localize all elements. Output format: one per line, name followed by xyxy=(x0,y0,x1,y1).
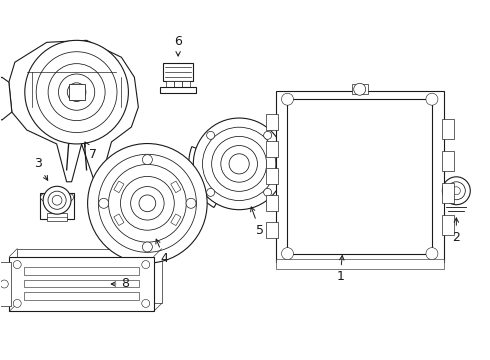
Circle shape xyxy=(13,300,21,307)
Circle shape xyxy=(282,248,294,260)
Bar xyxy=(24,266,139,275)
Circle shape xyxy=(282,93,294,105)
Circle shape xyxy=(143,155,152,165)
Text: 2: 2 xyxy=(452,218,460,244)
Circle shape xyxy=(0,280,8,288)
Bar xyxy=(442,215,454,235)
Circle shape xyxy=(108,165,186,242)
Circle shape xyxy=(131,186,164,220)
Circle shape xyxy=(43,186,71,214)
Text: 4: 4 xyxy=(156,239,169,265)
Bar xyxy=(442,183,454,203)
Circle shape xyxy=(36,52,117,132)
Circle shape xyxy=(142,300,150,307)
Circle shape xyxy=(13,261,21,269)
Bar xyxy=(266,168,277,184)
Circle shape xyxy=(143,242,152,252)
Bar xyxy=(17,249,162,303)
Circle shape xyxy=(207,131,215,139)
Text: 5: 5 xyxy=(250,207,264,237)
Wedge shape xyxy=(189,147,219,207)
Bar xyxy=(275,258,444,269)
Bar xyxy=(266,114,277,130)
Bar xyxy=(114,181,124,193)
Bar xyxy=(9,257,154,311)
Circle shape xyxy=(186,198,196,208)
Text: 8: 8 xyxy=(111,278,129,291)
Bar xyxy=(174,81,182,89)
Circle shape xyxy=(99,198,109,208)
Circle shape xyxy=(98,154,196,252)
Circle shape xyxy=(442,177,470,205)
Bar xyxy=(352,84,368,94)
Circle shape xyxy=(41,194,48,201)
Bar xyxy=(171,181,181,193)
Bar xyxy=(69,84,85,100)
Circle shape xyxy=(229,154,249,174)
Bar xyxy=(275,91,444,262)
Circle shape xyxy=(121,176,174,230)
Bar xyxy=(47,213,67,221)
Bar xyxy=(442,151,454,171)
Circle shape xyxy=(142,261,150,269)
Text: 7: 7 xyxy=(85,142,97,161)
Text: 1: 1 xyxy=(336,256,344,283)
Circle shape xyxy=(221,145,257,182)
Circle shape xyxy=(447,182,465,200)
Circle shape xyxy=(264,188,271,196)
Circle shape xyxy=(212,136,267,192)
Bar xyxy=(24,279,139,288)
Polygon shape xyxy=(9,40,138,182)
Bar xyxy=(442,119,454,139)
Bar xyxy=(40,193,74,219)
Bar xyxy=(171,214,181,226)
Circle shape xyxy=(48,64,105,121)
Circle shape xyxy=(426,93,438,105)
Circle shape xyxy=(52,195,62,205)
Bar xyxy=(182,81,190,89)
Text: 3: 3 xyxy=(34,157,48,180)
Text: 6: 6 xyxy=(174,35,182,56)
Circle shape xyxy=(354,83,366,95)
Polygon shape xyxy=(0,77,12,120)
Bar xyxy=(166,81,174,89)
Bar xyxy=(266,222,277,238)
Circle shape xyxy=(48,191,66,209)
Circle shape xyxy=(88,144,207,263)
Bar xyxy=(163,63,193,81)
Circle shape xyxy=(426,248,438,260)
Bar xyxy=(288,99,432,253)
Bar xyxy=(266,195,277,211)
Circle shape xyxy=(58,74,95,110)
Circle shape xyxy=(202,127,276,201)
Circle shape xyxy=(67,194,74,201)
Circle shape xyxy=(139,195,156,212)
Circle shape xyxy=(25,40,128,144)
Bar xyxy=(266,141,277,157)
Bar xyxy=(0,262,11,306)
Circle shape xyxy=(194,118,285,210)
Circle shape xyxy=(452,187,460,195)
Bar xyxy=(24,292,139,301)
Circle shape xyxy=(264,131,271,139)
Bar xyxy=(160,87,196,93)
Bar xyxy=(114,214,124,226)
Circle shape xyxy=(67,83,86,102)
Circle shape xyxy=(207,188,215,196)
